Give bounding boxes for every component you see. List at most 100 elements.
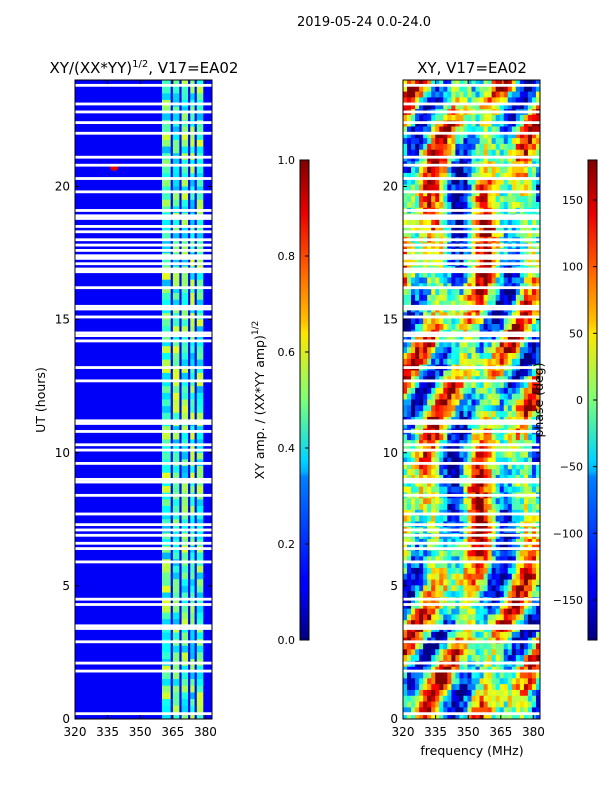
phase-cell (463, 707, 468, 714)
phase-cell (435, 602, 440, 610)
phase-cell (479, 672, 485, 679)
phase-cell (411, 550, 416, 557)
amp-band-cell (196, 392, 204, 400)
phase-cell (503, 556, 509, 563)
amp-band-cell (161, 665, 171, 673)
phase-cell (471, 300, 477, 308)
amp-band-cell (172, 233, 180, 241)
amp-band-cell (172, 599, 180, 607)
phase-cell (431, 399, 436, 406)
phase-cell (471, 190, 477, 197)
phase-cell (491, 132, 497, 139)
phase-cell (535, 97, 540, 104)
phase-cell (495, 701, 501, 708)
phase-cell (435, 155, 440, 162)
phase-cell (455, 196, 460, 203)
phase-cell (527, 469, 533, 476)
phase-cell (519, 347, 525, 354)
phase-cell (471, 707, 477, 714)
phase-cell (479, 155, 485, 162)
phase-cell (471, 689, 477, 697)
phase-cell (443, 190, 448, 197)
phase-cell (411, 649, 416, 656)
phase-cell (495, 167, 501, 174)
x-tick-label: 350 (457, 725, 480, 739)
phase-cell (435, 504, 440, 511)
amp-band-cell (161, 293, 171, 301)
phase-cell (479, 149, 485, 157)
phase-cell (427, 399, 432, 406)
phase-cell (479, 614, 485, 621)
phase-cell (503, 294, 509, 302)
phase-cell (431, 143, 436, 151)
phase-cell (483, 602, 489, 610)
phase-cell (467, 231, 472, 238)
amp-band-cell (190, 472, 195, 480)
phase-cell (439, 347, 444, 354)
amp-band-cell (172, 326, 180, 334)
phase-cell (431, 353, 436, 360)
phase-cell (491, 184, 497, 191)
phase-cell (443, 498, 448, 505)
phase-cell (431, 335, 436, 342)
amp-band-cell (172, 612, 180, 620)
phase-cell (419, 97, 424, 104)
phase-cell (495, 614, 501, 621)
phase-cell (491, 300, 497, 308)
phase-cell (535, 149, 540, 157)
phase-cell (487, 97, 493, 104)
phase-cell (455, 167, 460, 174)
phase-cell (455, 562, 460, 569)
phase-cell (495, 515, 501, 522)
phase-cell (479, 178, 485, 186)
phase-cell (431, 172, 436, 180)
phase-cell (531, 323, 537, 331)
phase-cell (527, 457, 533, 464)
phase-cell (483, 701, 489, 708)
phase-cell (451, 382, 456, 389)
phase-cell (531, 440, 537, 447)
phase-cell (475, 358, 481, 366)
phase-cell (439, 620, 444, 627)
phase-cell (527, 620, 533, 627)
phase-cell (423, 318, 428, 325)
phase-cell (447, 567, 452, 575)
amp-band-cell (196, 166, 204, 174)
phase-cell (427, 689, 432, 697)
phase-cell (519, 579, 525, 586)
phase-cell (535, 80, 540, 87)
phase-cell (463, 550, 468, 557)
amp-band-cell (181, 486, 189, 494)
phase-cell (451, 80, 456, 87)
phase-cell (439, 149, 444, 157)
phase-cell (475, 591, 481, 598)
phase-cell (419, 231, 424, 238)
phase-cell (491, 498, 497, 505)
phase-cell (523, 196, 529, 203)
phase-cell (503, 469, 509, 476)
phase-cell (471, 515, 477, 522)
phase-cell (487, 672, 493, 679)
phase-cell (427, 271, 432, 279)
phase-cell (463, 480, 468, 488)
phase-cell (455, 219, 460, 226)
phase-cell (511, 504, 517, 511)
phase-cell (499, 341, 505, 348)
phase-cell (483, 649, 489, 656)
phase-cell (459, 201, 464, 209)
amp-band-cell (161, 652, 171, 660)
phase-cell (435, 515, 440, 522)
x-tick-label: 365 (161, 725, 184, 739)
flagged-gap-row (75, 624, 212, 628)
phase-cell (507, 550, 513, 557)
phase-cell (507, 196, 513, 203)
phase-cell (495, 573, 501, 581)
phase-cell (411, 300, 416, 308)
phase-cell (419, 411, 424, 418)
phase-cell (527, 300, 533, 308)
phase-cell (523, 91, 529, 98)
flagged-gap-row (75, 523, 212, 527)
phase-cell (467, 643, 472, 650)
phase-cell (475, 457, 481, 464)
phase-cell (431, 341, 436, 348)
